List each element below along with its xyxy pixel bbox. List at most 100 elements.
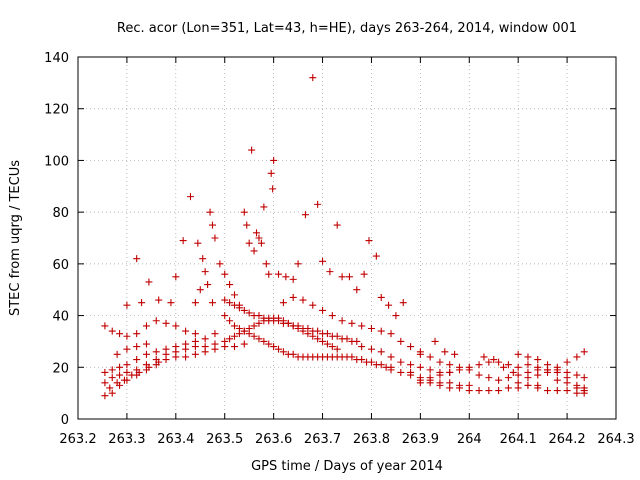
data-point xyxy=(495,358,503,366)
y-tick-label: 120 xyxy=(44,103,69,118)
data-point xyxy=(446,384,454,392)
data-point xyxy=(108,327,116,335)
data-point xyxy=(446,361,454,369)
data-point xyxy=(255,312,263,320)
data-point xyxy=(524,353,532,361)
data-point xyxy=(182,353,190,361)
data-point xyxy=(314,327,322,335)
data-point xyxy=(265,340,273,348)
y-axis-label: STEC from uqrg / TECUs xyxy=(8,160,23,316)
data-point xyxy=(172,273,180,281)
data-point xyxy=(358,343,366,351)
x-tick-label: 264.1 xyxy=(500,432,537,447)
data-point xyxy=(145,278,153,286)
data-point xyxy=(167,299,175,307)
data-point xyxy=(155,296,163,304)
data-point xyxy=(343,335,351,343)
data-point xyxy=(191,343,199,351)
data-point xyxy=(245,309,253,317)
data-point xyxy=(108,374,116,382)
data-point xyxy=(323,330,331,338)
data-point xyxy=(138,299,146,307)
data-point xyxy=(142,322,150,330)
data-point xyxy=(485,358,493,366)
y-tick-label: 80 xyxy=(52,206,69,221)
data-point xyxy=(314,335,322,343)
data-point xyxy=(509,368,517,376)
data-point xyxy=(514,371,522,379)
data-point xyxy=(397,337,405,345)
data-point xyxy=(162,319,170,327)
data-point xyxy=(270,343,278,351)
data-point xyxy=(441,348,449,356)
data-point xyxy=(524,374,532,382)
x-tick-label: 263.7 xyxy=(304,432,341,447)
data-point xyxy=(500,363,508,371)
data-point xyxy=(319,306,327,314)
data-point xyxy=(426,366,434,374)
data-point xyxy=(201,268,209,276)
data-point xyxy=(436,371,444,379)
data-point xyxy=(514,350,522,358)
data-point xyxy=(221,296,229,304)
data-point xyxy=(250,322,258,330)
data-point xyxy=(248,146,256,154)
x-tick-label: 264.2 xyxy=(548,432,585,447)
plot-frame xyxy=(77,56,617,420)
data-point xyxy=(128,371,136,379)
data-point xyxy=(123,345,131,353)
x-axis-label: GPS time / Days of year 2014 xyxy=(251,459,443,474)
data-point xyxy=(563,387,571,395)
data-point xyxy=(319,257,327,265)
data-point xyxy=(211,340,219,348)
data-point xyxy=(367,345,375,353)
data-point xyxy=(235,330,243,338)
x-tick-label: 263.2 xyxy=(59,432,96,447)
data-point xyxy=(534,384,542,392)
data-point xyxy=(544,387,552,395)
data-point xyxy=(475,387,483,395)
data-point xyxy=(338,317,346,325)
data-point xyxy=(142,340,150,348)
data-point xyxy=(245,239,253,247)
x-tick-label: 263.6 xyxy=(255,432,292,447)
data-point xyxy=(113,379,121,387)
data-point xyxy=(387,330,395,338)
data-point xyxy=(194,239,202,247)
data-point xyxy=(282,273,290,281)
data-point xyxy=(245,325,253,332)
data-point xyxy=(235,304,243,312)
data-point xyxy=(367,358,375,366)
data-point xyxy=(113,350,121,358)
data-point xyxy=(377,348,385,356)
data-point xyxy=(504,374,512,382)
data-point xyxy=(504,361,512,369)
data-point xyxy=(116,330,124,338)
data-point xyxy=(269,185,277,193)
data-point xyxy=(309,332,317,340)
data-point xyxy=(226,317,234,325)
data-point xyxy=(186,193,194,201)
data-point xyxy=(416,379,424,387)
data-point xyxy=(231,322,239,330)
data-point xyxy=(226,281,234,289)
data-point xyxy=(191,330,199,338)
data-point xyxy=(231,301,239,309)
data-point xyxy=(534,371,542,379)
x-tick-label: 263.9 xyxy=(402,432,439,447)
data-point xyxy=(294,325,302,332)
x-tick-label: 263.4 xyxy=(157,432,194,447)
y-tick-label: 40 xyxy=(52,310,69,325)
x-tick-label: 264 xyxy=(457,432,482,447)
data-point xyxy=(490,356,498,364)
data-point xyxy=(101,392,109,400)
data-point xyxy=(573,371,581,379)
data-point xyxy=(399,299,407,307)
data-point xyxy=(563,379,571,387)
data-point xyxy=(182,327,190,335)
data-point xyxy=(289,293,297,301)
data-point xyxy=(299,327,307,335)
data-point xyxy=(534,363,542,371)
data-point xyxy=(360,270,368,278)
data-point xyxy=(580,374,588,382)
